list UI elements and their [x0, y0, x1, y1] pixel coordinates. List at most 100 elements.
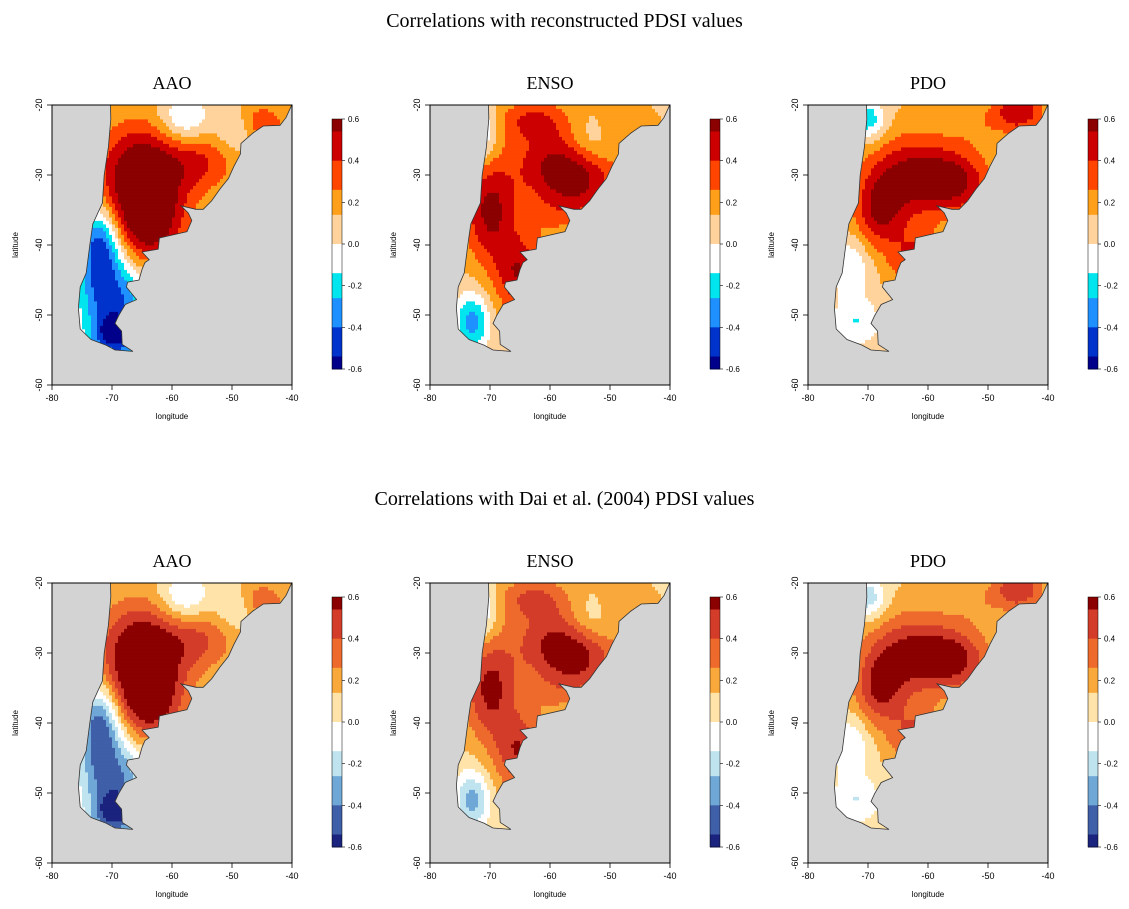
colorbar-step [1088, 717, 1098, 723]
colorbar-tick-label: -0.2 [1104, 282, 1118, 291]
y-tick-label: -60 [412, 378, 422, 391]
colorbar-step [1088, 364, 1098, 370]
colorbar-step [332, 360, 342, 366]
colorbar-step [710, 755, 720, 760]
colorbar-step [332, 680, 342, 685]
colorbar-step [1088, 834, 1098, 840]
colorbar-tick-label: -0.4 [1104, 323, 1118, 332]
colorbar-step [332, 177, 342, 182]
colorbar-step [332, 277, 342, 282]
colorbar-step [710, 281, 720, 287]
colorbar-tick-label: 0.2 [726, 198, 738, 207]
colorbar-step [710, 672, 720, 677]
colorbar-step [332, 281, 342, 287]
colorbar-step [1088, 613, 1098, 619]
colorbar-step [1088, 713, 1098, 719]
colorbar-step [1088, 730, 1098, 735]
colorbar-step [332, 767, 342, 773]
colorbar-step [1088, 651, 1098, 656]
colorbar-step [332, 792, 342, 798]
colorbar-step [710, 659, 720, 665]
colorbar-step [1088, 680, 1098, 685]
colorbar-step [710, 626, 720, 631]
colorbar-step [710, 194, 720, 199]
colorbar-step [710, 647, 720, 652]
colorbar-step [332, 227, 342, 232]
map-panel: AAO -80 -70 -60 -50 -40 longitude -60 -50 -40 -30 -… [11, 551, 362, 899]
x-tick-label: -50 [603, 393, 616, 403]
y-tick-label: -50 [412, 786, 422, 799]
x-tick-label: -80 [45, 871, 58, 881]
colorbar-step [710, 747, 720, 752]
colorbar-step [710, 123, 720, 128]
colorbar-step [1088, 239, 1098, 245]
colorbar-step [1088, 298, 1098, 303]
coastline [833, 583, 1048, 830]
colorbar-step [332, 772, 342, 777]
colorbar-step [1088, 842, 1098, 848]
colorbar-step [332, 759, 342, 765]
panel-title: AAO [153, 551, 192, 571]
colorbar-step [332, 119, 342, 124]
row-title-dai: Correlations with Dai et al. (2004) PDSI… [0, 488, 1129, 511]
colorbar-step [710, 751, 720, 756]
colorbar-step [1088, 642, 1098, 648]
colorbar-step [1088, 788, 1098, 794]
colorbar-step [710, 663, 720, 669]
colorbar-step [332, 319, 342, 324]
colorbar-tick-label: 0.0 [348, 240, 360, 249]
y-axis-label: latitude [767, 232, 776, 258]
y-tick-label: -20 [34, 576, 44, 589]
colorbar-step [332, 684, 342, 690]
colorbar-step [710, 152, 720, 157]
colorbar-step [332, 198, 342, 203]
colorbar-tick-label: -0.4 [726, 323, 740, 332]
coastline [455, 105, 670, 352]
colorbar-step [332, 131, 342, 137]
y-tick-label: -20 [412, 576, 422, 589]
colorbar-step [1088, 152, 1098, 157]
colorbar-step [332, 260, 342, 266]
colorbar-step [710, 119, 720, 124]
colorbar-step [1088, 119, 1098, 124]
colorbar-step [332, 310, 342, 316]
colorbar-step [1088, 327, 1098, 332]
colorbar-step [1088, 227, 1098, 232]
colorbar-step [1088, 784, 1098, 790]
colorbar-step [1088, 235, 1098, 241]
x-tick-label: -60 [543, 393, 556, 403]
colorbar-step [1088, 742, 1098, 748]
colorbar-step [1088, 597, 1098, 602]
colorbar-step [710, 231, 720, 237]
colorbar-step [710, 742, 720, 748]
colorbar-tick-label: 0.4 [726, 157, 738, 166]
colorbar-step [332, 705, 342, 710]
colorbar-step [710, 609, 720, 615]
colorbar-step [710, 597, 720, 602]
x-tick-label: -40 [663, 393, 676, 403]
colorbar-step [332, 626, 342, 631]
colorbar-step [710, 767, 720, 773]
colorbar-step [710, 235, 720, 241]
colorbar-step [710, 189, 720, 195]
colorbar-step [710, 239, 720, 245]
colorbar-step [710, 730, 720, 735]
x-tick-label: -60 [543, 871, 556, 881]
x-tick-label: -80 [423, 871, 436, 881]
colorbar-step [332, 817, 342, 823]
colorbar-tick-label: 0.6 [1104, 593, 1116, 602]
colorbar-step [332, 306, 342, 312]
colorbar-step [332, 755, 342, 760]
x-tick-label: -40 [1041, 393, 1054, 403]
x-tick-label: -70 [483, 393, 496, 403]
colorbar-step [332, 185, 342, 191]
colorbar-step [1088, 302, 1098, 307]
y-tick-label: -50 [34, 308, 44, 321]
colorbar-step [332, 638, 342, 644]
y-tick-label: -30 [412, 168, 422, 181]
colorbar-step [710, 298, 720, 303]
colorbar-step [1088, 697, 1098, 702]
colorbar-tick-label: 0.0 [1104, 240, 1116, 249]
colorbar-step [710, 709, 720, 715]
